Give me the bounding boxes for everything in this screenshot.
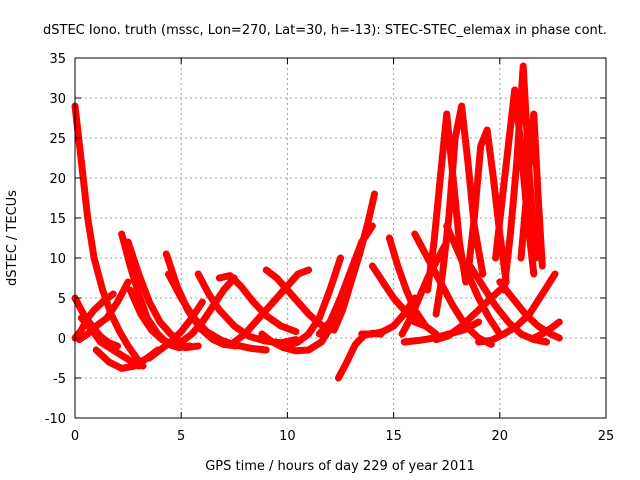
y-tick-label: 0 xyxy=(58,332,66,347)
data-series-trace xyxy=(385,234,440,338)
x-axis-label: GPS time / hours of day 229 of year 2011 xyxy=(205,459,475,474)
plot-frame xyxy=(74,57,607,419)
y-axis-label: dSTEC / TECUs xyxy=(5,190,20,286)
data-series-trace xyxy=(424,110,470,294)
data-series-trace xyxy=(165,270,270,354)
y-tick-label: 25 xyxy=(49,132,66,147)
y-tick-label: 30 xyxy=(49,92,66,107)
y-tick-label: -10 xyxy=(45,412,66,427)
data-series-trace xyxy=(177,274,238,346)
x-tick-label: 25 xyxy=(598,429,615,444)
data-series-trace xyxy=(126,286,202,352)
chart-title: dSTEC Iono. truth (mssc, Lon=270, Lat=30… xyxy=(43,23,607,38)
data-series-trace xyxy=(230,266,313,346)
data-series-trace xyxy=(215,272,300,336)
data-series-trace xyxy=(124,238,185,346)
x-tick-label: 15 xyxy=(385,429,402,444)
data-series-trace xyxy=(368,262,429,330)
y-tick-label: 20 xyxy=(49,172,66,187)
x-tick-label: 10 xyxy=(279,429,296,444)
y-tick-label: 35 xyxy=(49,52,66,67)
data-series-trace xyxy=(530,318,563,342)
data-series-trace xyxy=(443,222,504,338)
data-series-trace xyxy=(71,290,117,342)
y-tick-label: 5 xyxy=(58,292,66,307)
data-series-trace xyxy=(517,110,546,270)
data-series-trace xyxy=(75,278,132,344)
data-series-trace xyxy=(283,254,344,350)
data-series-trace xyxy=(432,286,504,344)
x-tick-label: 5 xyxy=(177,429,185,444)
data-series-trace xyxy=(411,230,495,348)
data-series-trace xyxy=(398,242,449,338)
x-tick-label: 0 xyxy=(71,429,79,444)
data-series-trace xyxy=(258,294,349,355)
data-series-trace xyxy=(77,314,143,370)
data-series-trace xyxy=(315,222,376,338)
data-series-trace xyxy=(500,62,540,294)
data-series-trace xyxy=(145,298,206,362)
x-tick-label: 20 xyxy=(492,429,509,444)
axis-ticks: 0 5 10 15 20 25 -10 -5 0 5 10 15 20 25 30 35 xyxy=(45,52,615,444)
data-series-trace xyxy=(334,329,385,382)
y-tick-label: 15 xyxy=(49,212,66,227)
data-series xyxy=(71,62,563,382)
data-series-trace xyxy=(475,270,559,346)
y-tick-label: 10 xyxy=(49,252,66,267)
y-tick-label: -5 xyxy=(53,372,66,387)
data-series-trace xyxy=(496,278,563,342)
